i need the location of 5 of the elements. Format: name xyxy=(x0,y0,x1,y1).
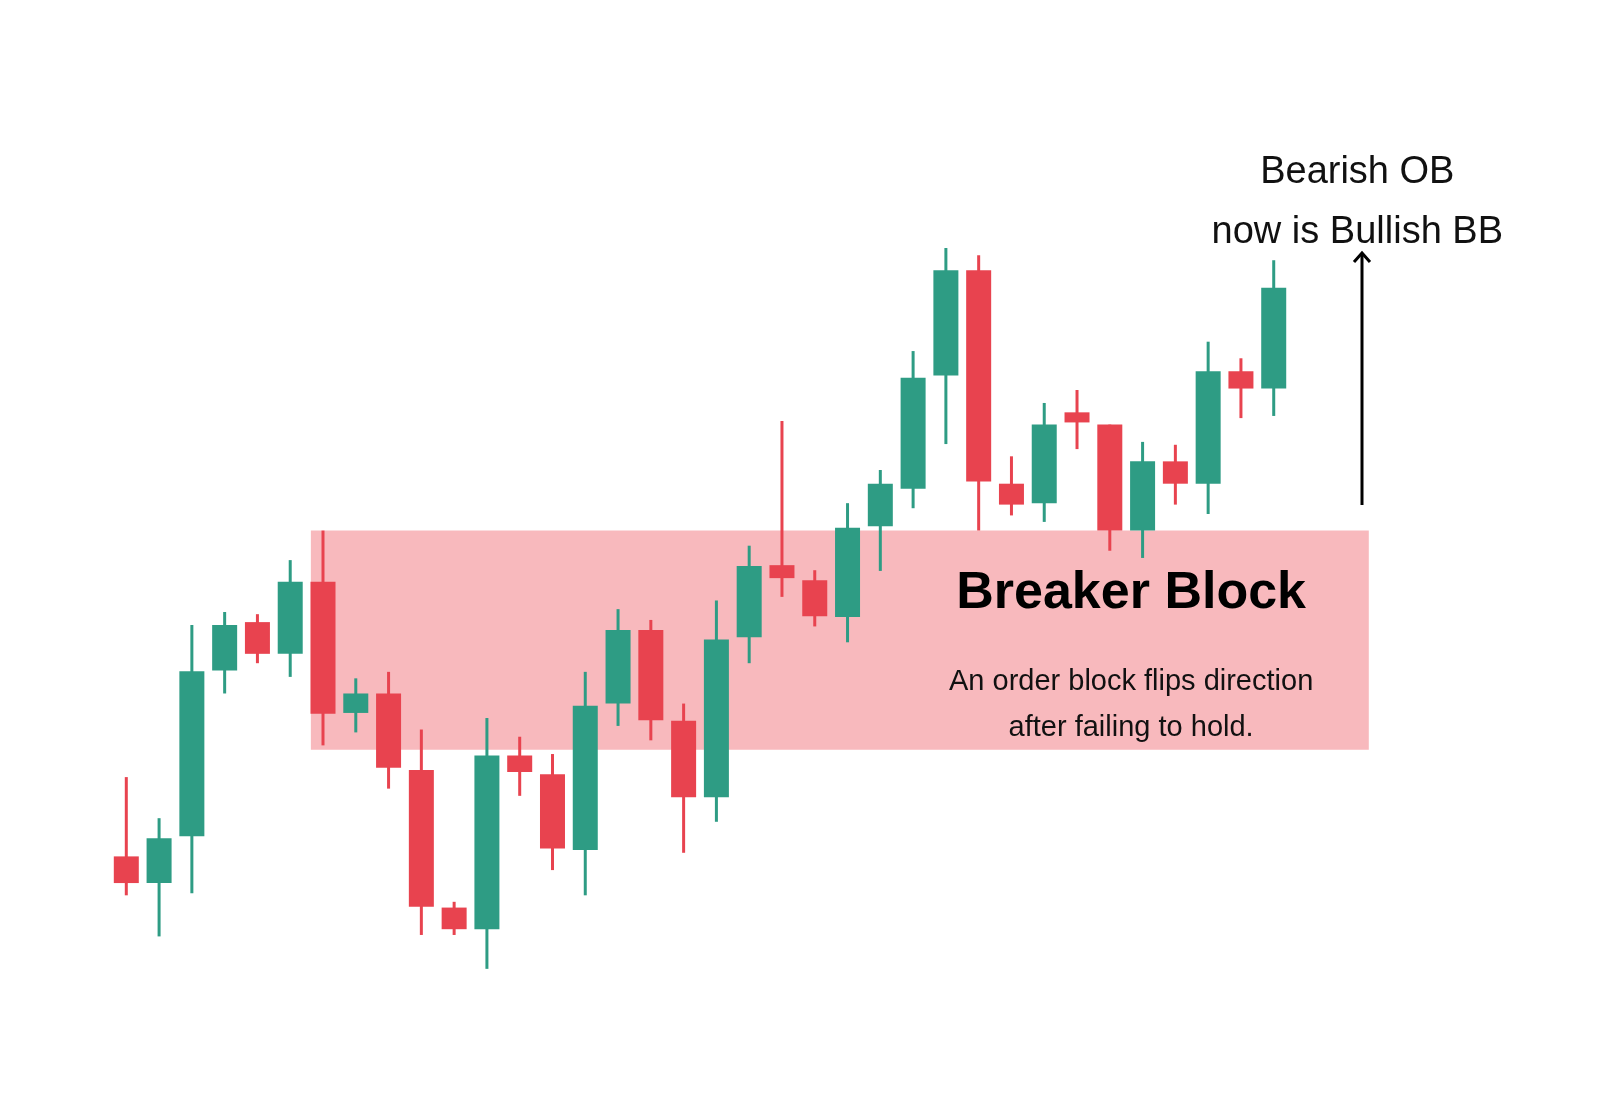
annotation: Bearish OB now is Bullish BB xyxy=(1211,148,1504,251)
candlestick xyxy=(1064,389,1090,451)
annotation: An order block flips direction after failing to hold. xyxy=(948,663,1314,742)
candlestick xyxy=(769,420,795,597)
band-label: Breaker Block xyxy=(956,560,1307,619)
